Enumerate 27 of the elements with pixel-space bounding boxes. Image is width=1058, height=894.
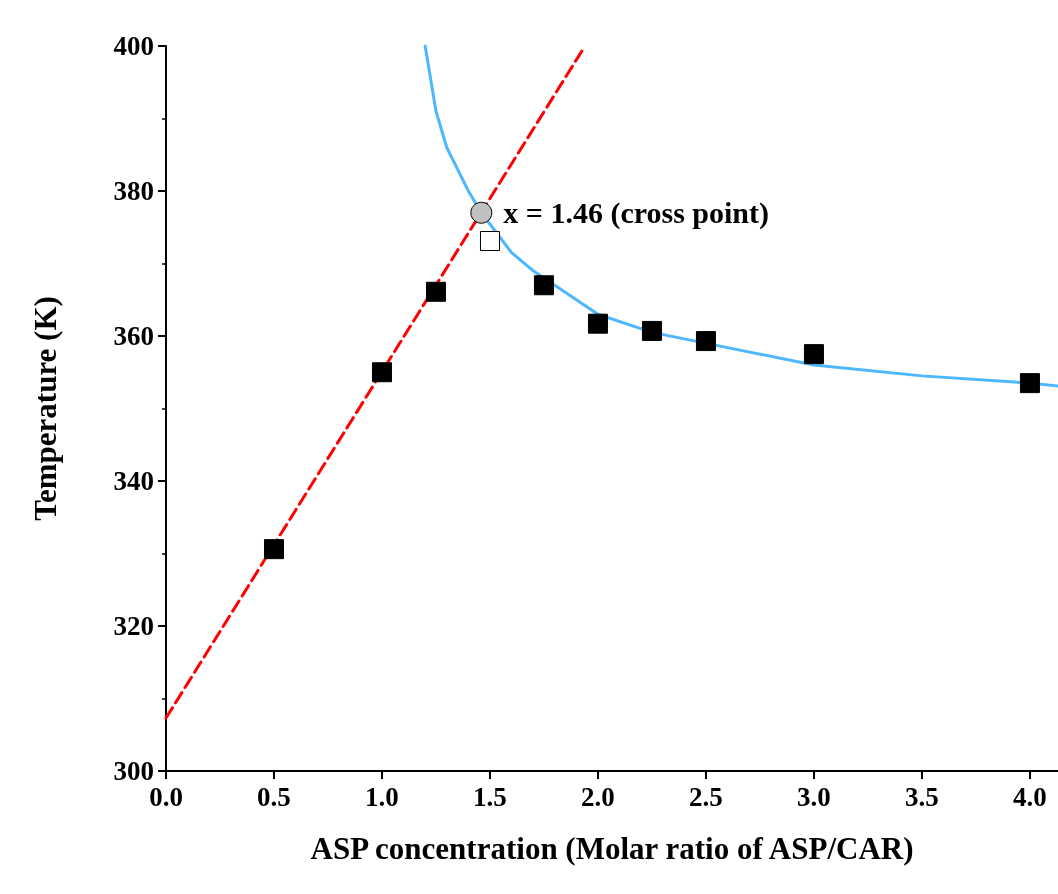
point: [470, 201, 493, 224]
y-tick-label: 340: [113, 466, 154, 496]
x-tick-label: 4.0: [1013, 781, 1047, 812]
annotation: x = 1.46 (cross point): [503, 196, 770, 231]
x-tick-label: 3.0: [797, 781, 831, 812]
y-axis-title: Temperature (K): [28, 296, 63, 521]
y-tick-label: 400: [113, 31, 154, 61]
point: [1019, 373, 1040, 394]
point: [479, 231, 500, 252]
x-axis-title: ASP concentration (Molar ratio of ASP/CAR): [310, 831, 914, 866]
point: [695, 331, 716, 352]
x-tick-label: 1.5: [473, 781, 507, 812]
x-tick-label: 3.5: [905, 781, 939, 812]
point: [641, 320, 662, 341]
x-tick-label: 1.0: [365, 781, 399, 812]
y-tick-label: 380: [113, 176, 154, 206]
point: [371, 362, 392, 383]
x-tick-label: 0.5: [257, 781, 291, 812]
x-tick-label: 2.0: [581, 781, 615, 812]
point: [803, 344, 824, 365]
point: [587, 313, 608, 334]
y-tick-label: 320: [113, 611, 154, 641]
x-tick-label: 2.5: [689, 781, 723, 812]
y-tick-label: 360: [113, 321, 154, 351]
point: [425, 281, 446, 302]
point: [533, 275, 554, 296]
point: [263, 539, 284, 560]
